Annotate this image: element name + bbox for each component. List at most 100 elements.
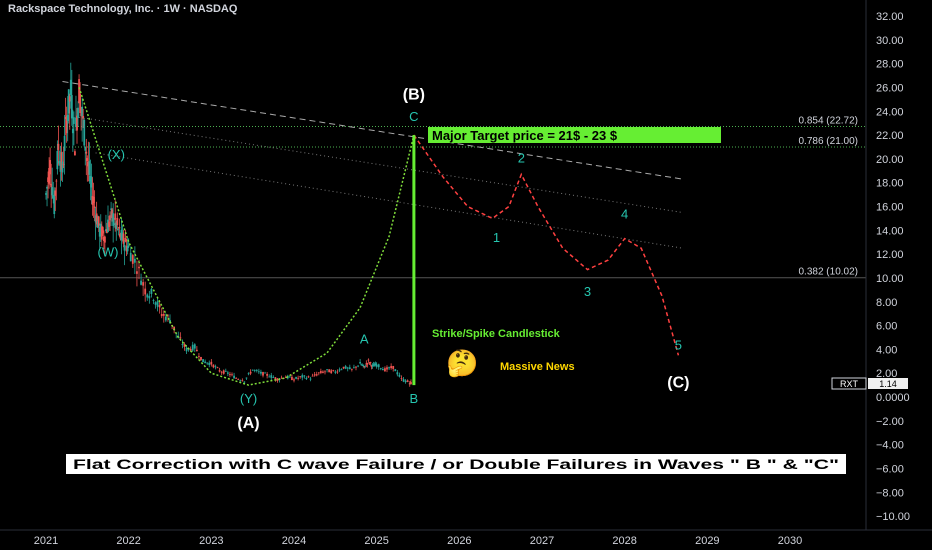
candle-body <box>402 379 405 382</box>
candle-body <box>118 226 121 229</box>
candle-body <box>355 366 357 368</box>
y-tick-label: 4.00 <box>876 344 897 356</box>
candle-body <box>84 147 87 151</box>
candle-body <box>140 280 142 285</box>
x-tick-label: 2021 <box>34 535 58 547</box>
ticker-badge-text: RXT <box>840 379 859 389</box>
candle-body <box>126 246 129 252</box>
candle-body <box>253 369 256 371</box>
y-tick-label: 12.00 <box>876 249 904 261</box>
candle-body <box>102 236 105 242</box>
candle-body <box>69 79 72 95</box>
candle-body <box>90 176 93 188</box>
candle-body <box>210 361 213 365</box>
candle-body <box>340 369 343 371</box>
candle-body <box>204 361 207 364</box>
y-tick-label: 24.00 <box>876 106 904 118</box>
candle-body <box>116 217 119 226</box>
candle-body <box>374 363 377 366</box>
x-tick-label: 2026 <box>447 535 471 547</box>
candle-body <box>78 79 80 104</box>
candle-body <box>220 371 223 373</box>
candle-body <box>107 219 109 233</box>
x-tick-label: 2022 <box>116 535 140 547</box>
wave-label: A <box>360 331 369 346</box>
wave-label: 5 <box>675 337 682 352</box>
candle-body <box>379 368 382 370</box>
candle-body <box>218 370 221 372</box>
candle-body <box>315 374 318 376</box>
candle-body <box>386 367 388 370</box>
candle-body <box>369 362 372 364</box>
candle-body <box>58 161 61 164</box>
candle-body <box>144 288 147 295</box>
trendlines <box>62 81 683 249</box>
candle-body <box>50 183 53 188</box>
candle-body <box>368 362 371 364</box>
wave-label: (W) <box>98 245 119 260</box>
candle-body <box>91 196 94 205</box>
candle-body <box>183 344 186 347</box>
candle-body <box>117 228 120 230</box>
candle-body <box>68 96 71 102</box>
candle-body <box>86 158 89 162</box>
candle-body <box>328 369 331 373</box>
y-tick-label: 18.00 <box>876 178 904 190</box>
candle-body <box>264 372 266 374</box>
candle-body <box>270 375 273 378</box>
y-tick-label: 10.00 <box>876 273 904 285</box>
candle-body <box>62 164 65 165</box>
strike-label: Strike/Spike Candlestick <box>432 328 561 340</box>
thinking-emoji-icon: 🤔 <box>446 349 478 379</box>
candle-body <box>47 177 49 183</box>
candle-body <box>156 301 159 307</box>
candle-body <box>257 371 260 373</box>
candle-body <box>82 116 85 119</box>
candle-body <box>377 364 380 368</box>
candle-body <box>406 380 409 382</box>
candle-body <box>284 377 287 378</box>
target-box <box>428 127 721 143</box>
candle-body <box>362 364 365 366</box>
candle-body <box>334 371 337 373</box>
y-tick-label: −6.00 <box>876 463 904 475</box>
candle-body <box>80 107 83 110</box>
candle-body <box>106 229 108 233</box>
candle-body <box>288 376 291 378</box>
candle-body <box>350 368 353 370</box>
projection-path <box>413 134 680 356</box>
candle-body <box>48 168 50 184</box>
candle-body <box>384 368 386 372</box>
candle-body <box>260 371 262 374</box>
news-label: Massive News <box>500 361 575 373</box>
candle-body <box>127 245 130 247</box>
candle-body <box>342 366 345 369</box>
candle-body <box>94 215 97 223</box>
candle-body <box>241 380 244 382</box>
candle-body <box>152 300 155 301</box>
wave-label: (X) <box>108 147 125 162</box>
candle-body <box>326 369 328 371</box>
candle-body <box>208 362 211 365</box>
candle-body <box>96 220 99 228</box>
candle-body <box>398 374 401 377</box>
candle-body <box>65 115 68 134</box>
candle-body <box>313 374 316 376</box>
wave-label: 4 <box>621 206 628 221</box>
candle-body <box>112 213 115 226</box>
candle-body <box>301 375 304 378</box>
bottom-banner <box>66 454 846 474</box>
wave-label: (C) <box>667 374 689 391</box>
candle-body <box>49 160 52 175</box>
candle-body <box>45 193 47 195</box>
y-tick-label: 30.00 <box>876 35 904 47</box>
candle-body <box>181 344 184 345</box>
candle-body <box>212 364 215 368</box>
wave-labels: (W) (X) (Y) (A) A B C (B) 1 2 3 4 5 (C) <box>98 86 690 432</box>
candle-body <box>129 252 132 262</box>
candle-body <box>189 348 192 351</box>
candle-body <box>198 356 200 357</box>
candle-body <box>146 294 149 298</box>
